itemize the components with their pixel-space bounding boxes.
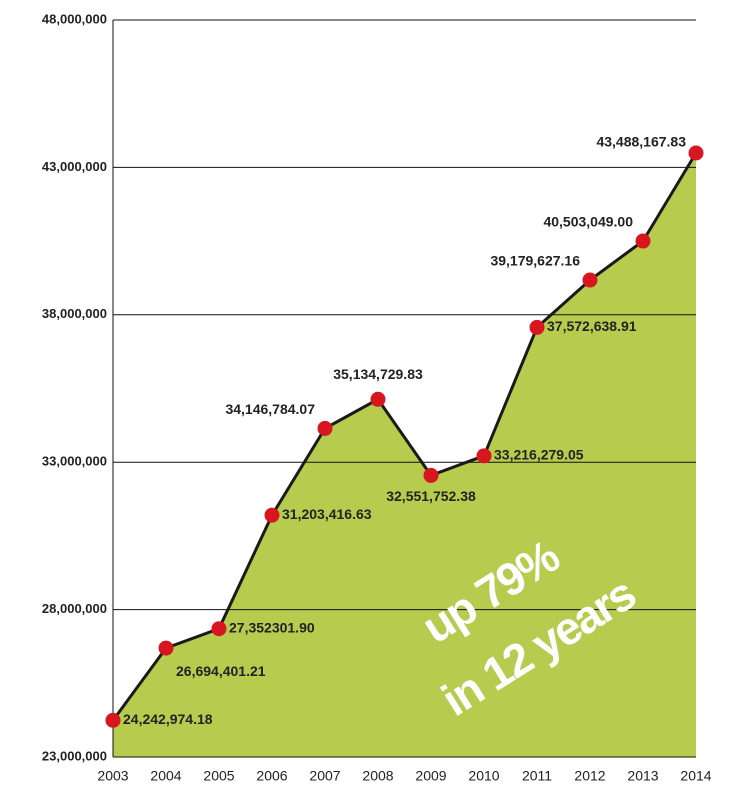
marker [105,712,121,728]
value-label: 32,551,752.38 [386,488,476,504]
marker [688,145,704,161]
marker [264,507,280,523]
y-tick-label: 43,000,000 [42,159,107,174]
y-tick-label: 33,000,000 [42,454,107,469]
area [113,153,696,758]
value-label: 39,179,627.16 [490,253,580,269]
value-label: 31,203,416.63 [282,506,372,522]
value-label: 26,694,401.21 [176,663,266,679]
value-label: 37,572,638.91 [547,318,637,334]
y-tick-label: 28,000,000 [42,601,107,616]
x-tick-label: 2003 [97,768,128,784]
x-tick-label: 2012 [574,768,605,784]
value-label: 40,503,049.00 [543,214,633,230]
marker [476,448,492,464]
marker [582,272,598,288]
value-label: 27,352301.90 [229,619,315,635]
y-tick-label: 48,000,000 [42,11,107,26]
x-tick-label: 2013 [627,768,658,784]
value-label: 33,216,279.05 [494,447,584,463]
line [111,152,698,722]
marker [158,640,174,656]
x-tick-label: 2005 [203,768,234,784]
x-tick-label: 2006 [256,768,287,784]
x-tick-label: 2008 [362,768,393,784]
marker [529,319,545,335]
marker [423,467,439,483]
x-tick-label: 2004 [150,768,181,784]
marker [317,420,333,436]
y-tick-label: 38,000,000 [42,306,107,321]
value-label: 43,488,167.83 [596,134,686,150]
value-label: 35,134,729.83 [333,366,423,382]
marker [635,233,651,249]
x-tick-label: 2011 [522,768,552,784]
x-tick-label: 2009 [415,768,446,784]
marker [211,621,227,637]
x-tick-label: 2010 [468,768,499,784]
y-tick-label: 23,000,000 [42,748,107,763]
marker [370,391,386,407]
value-label: 34,146,784.07 [225,401,315,417]
value-label: 24,242,974.18 [123,711,213,727]
x-tick-label: 2007 [309,768,340,784]
x-tick-label: 2014 [680,768,711,784]
